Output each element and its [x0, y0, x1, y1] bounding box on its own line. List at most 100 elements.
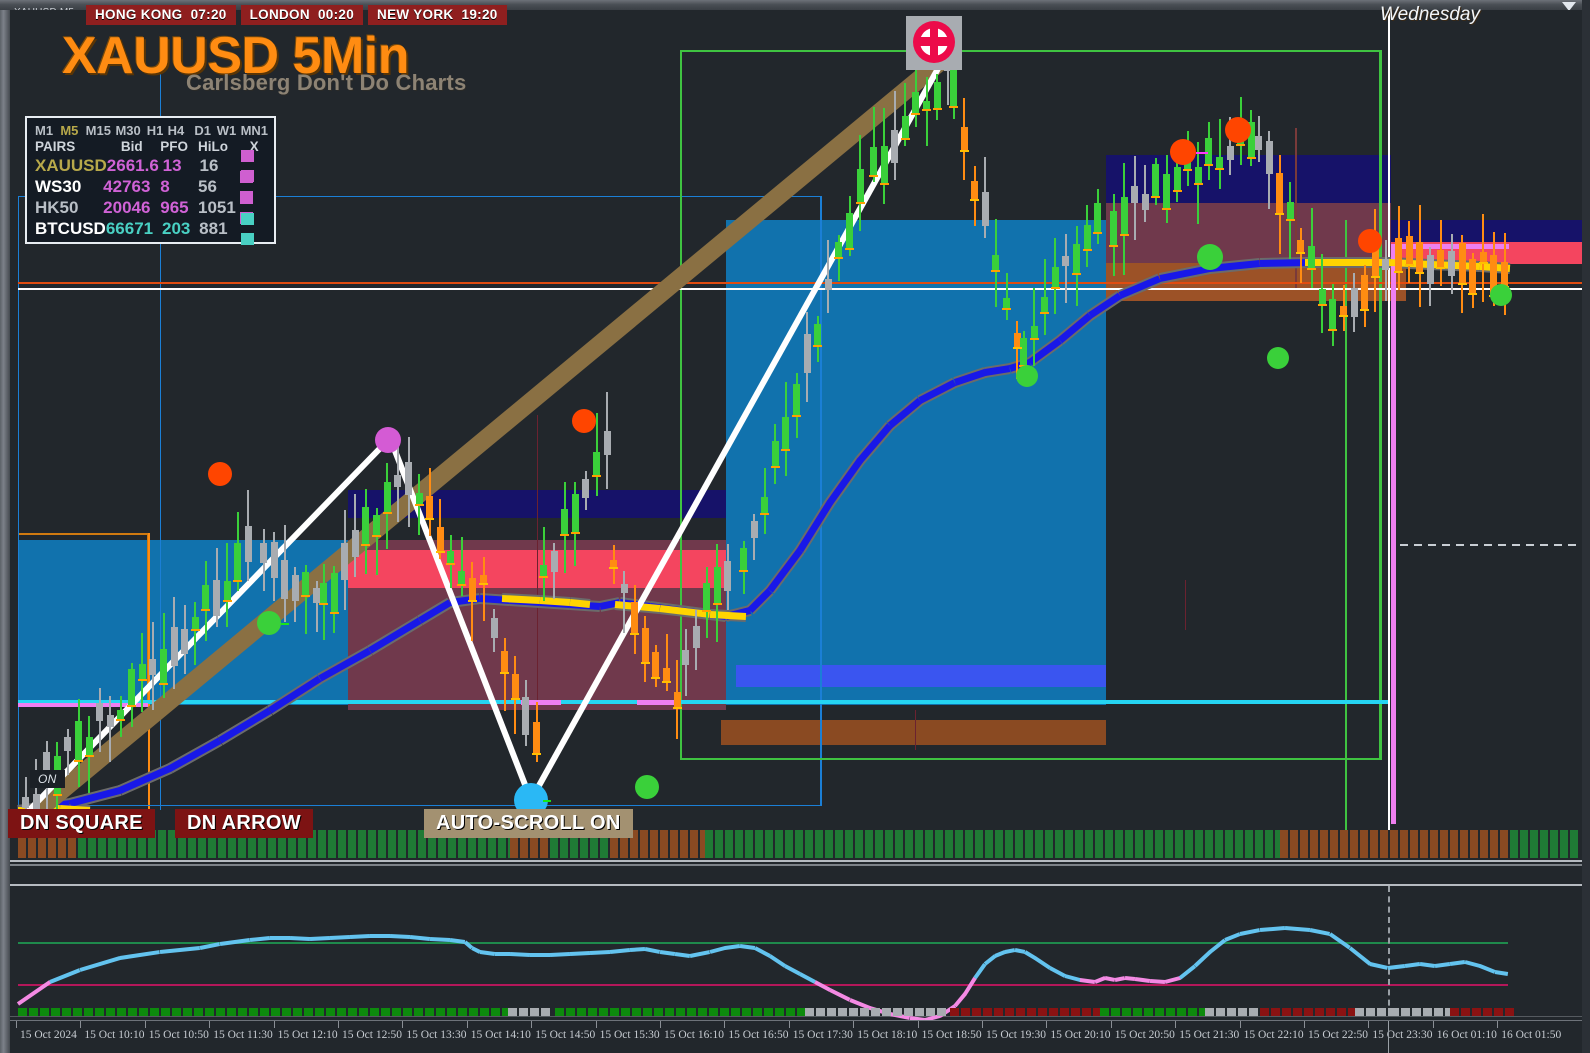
- volume-bar: [448, 830, 456, 858]
- oscillator-histogram-cell: [392, 1008, 401, 1016]
- candle-body: [1469, 258, 1477, 295]
- oscillator-line-segment: [1348, 946, 1372, 966]
- candle-body: [1062, 255, 1070, 267]
- green-signal-dot-3[interactable]: [1197, 244, 1223, 270]
- volume-bar: [640, 830, 648, 858]
- dashed-white-line: [1456, 544, 1464, 546]
- oscillator-line-segment: [629, 947, 646, 952]
- candle-body: [803, 334, 811, 373]
- candle-body: [724, 560, 732, 592]
- candle-body: [1041, 297, 1049, 314]
- timeframe-w1[interactable]: W1: [216, 123, 237, 138]
- orange-signal-dot-5[interactable]: [1358, 229, 1382, 253]
- oscillator-histogram-cell: [972, 1008, 981, 1016]
- oscillator-histogram-cell: [1483, 1008, 1492, 1016]
- timeframe-m1[interactable]: M1: [35, 123, 54, 138]
- volume-bar: [935, 830, 943, 858]
- pink-channel-vert: [1391, 244, 1396, 824]
- candle-body: [593, 452, 600, 477]
- candle-body: [426, 496, 434, 520]
- candle-body: [480, 574, 487, 585]
- volume-bar: [1540, 830, 1548, 858]
- oscillator-histogram-cell: [1016, 1008, 1025, 1016]
- timeframe-m5[interactable]: M5: [60, 123, 79, 138]
- no-entry-icon[interactable]: [906, 16, 962, 70]
- blue-box-right: [821, 196, 822, 806]
- yellow-ma-2: [569, 598, 591, 608]
- candle-body: [1120, 197, 1128, 236]
- volume-bar: [1520, 830, 1528, 858]
- orange-signal-dot-3[interactable]: [1170, 139, 1196, 165]
- oscillator-line-segment: [799, 972, 816, 984]
- green-signal-dot-1[interactable]: [257, 611, 281, 635]
- oscillator-line-segment: [1124, 976, 1136, 981]
- volume-bar: [238, 830, 246, 858]
- timeframe-mn1[interactable]: MN1: [240, 123, 269, 138]
- timeframe-row[interactable]: M1 M5 M15 M30 H1 H4 D1 W1 MN1: [35, 123, 268, 138]
- green-signal-dot-4[interactable]: [1267, 347, 1289, 369]
- oscillator-histogram-cell: [18, 1008, 27, 1016]
- timeframe-d1[interactable]: D1: [194, 123, 212, 138]
- volume-bar: [755, 830, 763, 858]
- left-scroll-rail[interactable]: [0, 10, 10, 1053]
- market-watch-panel[interactable]: M1 M5 M15 M30 H1 H4 D1 W1 MN1 PAIRS Bid PFO HiLo…: [25, 116, 276, 246]
- candle-tick: [467, 600, 477, 603]
- status-chip-auto-scroll[interactable]: AUTO-SCROLL ON: [424, 809, 633, 838]
- candle-tick: [1404, 264, 1414, 267]
- oscillator-histogram-cell: [555, 1008, 564, 1016]
- price-pane[interactable]: [10, 10, 1582, 837]
- timeframe-m30[interactable]: M30: [115, 123, 141, 138]
- status-chip-on[interactable]: ON: [30, 770, 65, 788]
- orange-signal-dot-2[interactable]: [572, 409, 596, 433]
- status-chip-dn-arrow[interactable]: DN ARROW: [175, 809, 313, 838]
- time-tick-label: 15 Oct 22:10: [1243, 1029, 1304, 1041]
- dashed-white-line: [1526, 544, 1534, 546]
- watch-hilo: 16: [199, 155, 219, 175]
- oscillator-line-segment: [119, 950, 161, 960]
- candle-body: [362, 506, 370, 546]
- candle-body: [1205, 138, 1213, 166]
- right-scroll-rail[interactable]: [1582, 0, 1590, 1053]
- oscillator-histogram-cell: [1326, 1008, 1335, 1016]
- watch-row-btcusd[interactable]: BTCUSD 66671 203 881: [35, 213, 268, 246]
- oscillator-histogram-cell: [994, 1008, 1003, 1016]
- candle-body: [880, 145, 888, 185]
- candle-tick: [1183, 168, 1193, 171]
- watch-header-pairs: PAIRS: [35, 139, 76, 154]
- candle-body: [782, 417, 790, 450]
- green-signal-dot-6[interactable]: [1016, 365, 1038, 387]
- orange-signal-dot-1[interactable]: [208, 462, 232, 486]
- session-clock-newyork: NEW YORK 19:20: [368, 5, 507, 25]
- timeframe-h1[interactable]: H1: [146, 123, 164, 138]
- orange-signal-dot-4[interactable]: [1225, 117, 1251, 143]
- candle-tick: [672, 706, 682, 709]
- volume-bar: [705, 830, 713, 858]
- green-signal-dot-5[interactable]: [1490, 284, 1512, 306]
- candle-body: [436, 526, 444, 553]
- oscillator-line-segment: [159, 946, 201, 954]
- volume-bar: [278, 830, 286, 858]
- purple-signal-dot[interactable]: [375, 427, 401, 453]
- orange-ref-line: [18, 282, 1582, 284]
- green-signal-dot-2[interactable]: [635, 775, 659, 799]
- oscillator-histogram-cell: [610, 1008, 619, 1016]
- collapse-caret-icon[interactable]: [1562, 2, 1576, 11]
- watch-row-ws30[interactable]: WS30 42763 8 56: [35, 171, 268, 204]
- watch-row-xauusd[interactable]: XAUUSD 2661.6 13 16: [35, 150, 268, 183]
- watch-rows[interactable]: XAUUSD 2661.6 13 16 WS30 42763 8 56 HK50 20046 965…: [35, 150, 268, 246]
- volume-bar: [368, 830, 376, 858]
- watch-row-hk50[interactable]: HK50 20046 965 1051: [35, 192, 268, 225]
- time-tick-mark: [1432, 1021, 1434, 1028]
- volume-bar: [1035, 830, 1043, 858]
- time-tick-mark: [1175, 1021, 1177, 1028]
- volume-bar: [975, 830, 983, 858]
- timeframe-m15[interactable]: M15: [85, 123, 111, 138]
- watch-hilo: 881: [199, 218, 228, 238]
- volume-bar: [188, 830, 196, 858]
- status-chip-dn-square[interactable]: DN SQUARE: [8, 809, 155, 838]
- oscillator-histogram-cell: [632, 1008, 641, 1016]
- timeframe-h4[interactable]: H4: [167, 123, 185, 138]
- volume-bar: [540, 830, 548, 858]
- candle-body: [213, 580, 220, 617]
- watch-pfo: 8: [160, 176, 170, 196]
